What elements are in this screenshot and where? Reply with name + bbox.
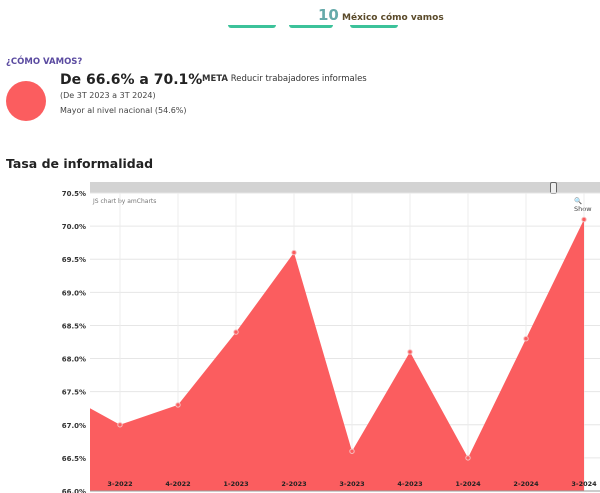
y-tick-label: 69.5% — [62, 256, 86, 264]
goal: META Reducir trabajadores informales — [202, 74, 367, 84]
data-point — [523, 335, 529, 342]
area-series — [90, 219, 584, 491]
data-point — [175, 402, 181, 408]
y-tick-label: 66.0% — [62, 488, 86, 493]
y-tick-label: 67.0% — [62, 422, 86, 430]
y-tick-label: 70.0% — [62, 223, 86, 231]
logo[interactable]: 10 México cómo vamos — [318, 6, 444, 24]
x-tick-label: 3-2023 — [339, 480, 364, 488]
data-point — [349, 448, 355, 454]
goal-label: META — [202, 74, 228, 84]
data-point — [407, 349, 413, 355]
y-tick-label: 66.5% — [62, 455, 86, 463]
x-tick-label: 4-2023 — [397, 480, 422, 488]
comparison-text: Mayor al nivel nacional (54.6%) — [60, 106, 187, 115]
nav-tab-3[interactable] — [350, 25, 398, 28]
y-tick-label: 68.0% — [62, 356, 86, 364]
x-tick-label: 3-2022 — [107, 480, 132, 488]
chart-title: Tasa de informalidad — [6, 156, 154, 171]
show-zoom-button[interactable]: 🔍 Show — [574, 197, 592, 213]
x-tick-label: 2-2023 — [281, 480, 306, 488]
section-label: ¿CÓMO VAMOS? — [6, 57, 83, 67]
data-point — [233, 329, 239, 335]
x-tick-label: 4-2022 — [165, 480, 190, 488]
magnifier-icon: 🔍 — [574, 197, 583, 205]
nav-tab-1[interactable] — [228, 25, 276, 28]
chart-credit[interactable]: JS chart by amCharts — [93, 198, 157, 205]
x-tick-label: 2-2024 — [513, 480, 539, 488]
x-tick-label: 3-2024 — [571, 480, 597, 488]
headline: De 66.6% a 70.1% — [60, 72, 203, 88]
status-indicator — [6, 81, 46, 121]
x-tick-label: 1-2024 — [455, 480, 481, 488]
y-tick-label: 68.5% — [62, 322, 86, 330]
data-point — [117, 422, 123, 428]
nav-tab-2[interactable] — [289, 25, 333, 28]
data-point — [465, 455, 471, 461]
x-tick-label: 1-2023 — [223, 480, 248, 488]
y-tick-label: 69.0% — [62, 289, 86, 297]
goal-text: Reducir trabajadores informales — [230, 74, 367, 84]
data-point — [291, 249, 297, 256]
y-tick-label: 67.5% — [62, 389, 86, 397]
y-tick-label: 70.5% — [62, 190, 86, 198]
chart-scrollbar[interactable] — [90, 182, 600, 193]
data-point — [581, 216, 587, 223]
period-text: (De 3T 2023 a 3T 2024) — [60, 91, 156, 100]
